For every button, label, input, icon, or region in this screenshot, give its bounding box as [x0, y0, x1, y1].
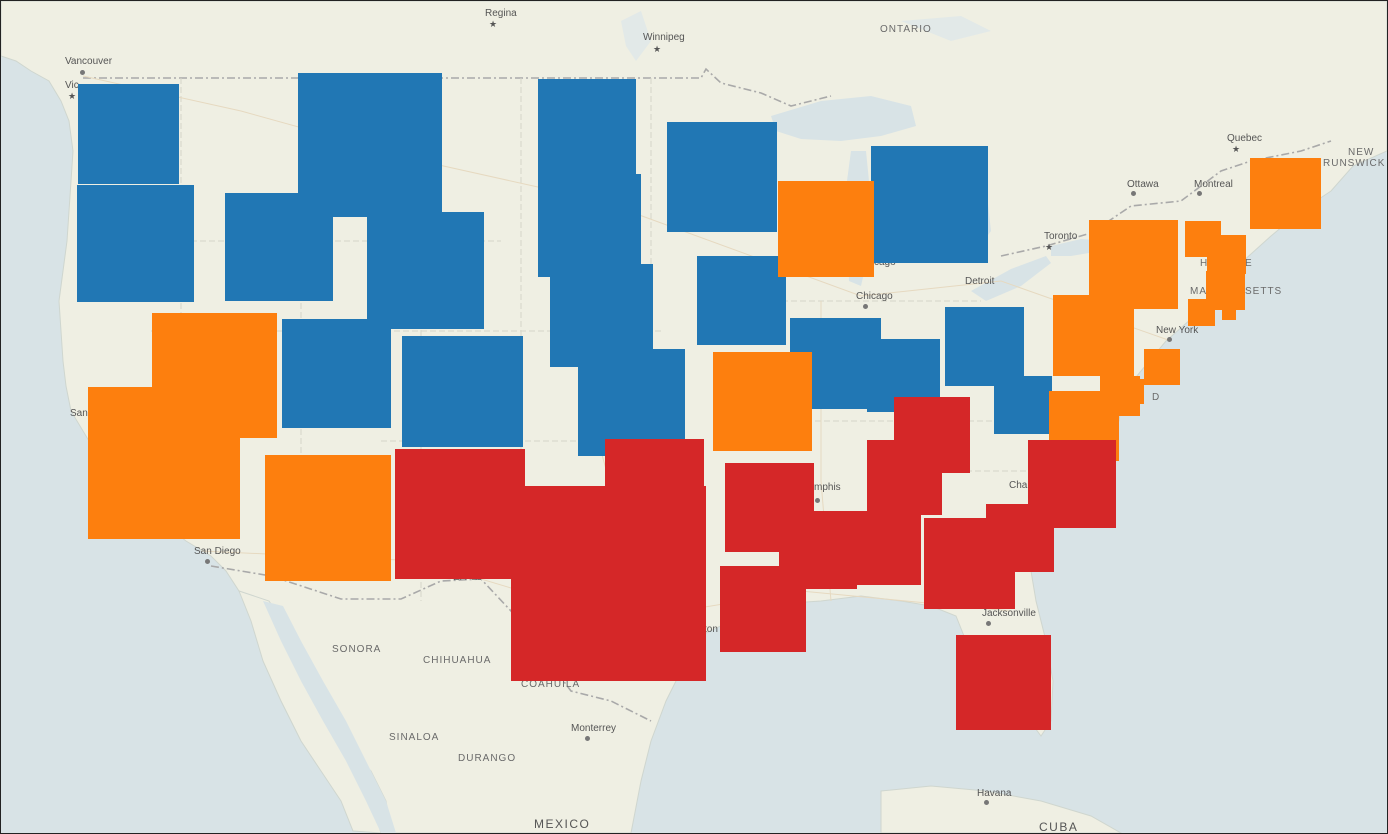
label-chicago: Chicago — [856, 291, 893, 302]
state-square-ks[interactable] — [578, 349, 685, 456]
state-square-wv[interactable] — [994, 376, 1052, 434]
state-square-pa[interactable] — [1053, 295, 1134, 376]
label-new-york: New York — [1156, 325, 1199, 336]
label-winnipeg: Winnipeg — [643, 32, 685, 43]
city-dot-ottawa — [1131, 191, 1136, 196]
state-square-or[interactable] — [77, 185, 194, 302]
state-square-ri[interactable] — [1222, 306, 1236, 320]
label-montreal: Montreal — [1194, 179, 1233, 190]
label-detroit: Detroit — [965, 276, 995, 287]
state-square-wa[interactable] — [78, 84, 179, 184]
city-dot-havana — [984, 800, 989, 805]
state-square-me[interactable] — [1250, 158, 1321, 229]
label-cuba: CUBA — [1039, 820, 1079, 834]
state-square-ky[interactable] — [894, 397, 970, 473]
state-square-wi[interactable] — [778, 181, 874, 277]
label-new-brunswick-2: RUNSWICK — [1323, 158, 1386, 169]
state-square-md[interactable] — [1100, 376, 1140, 416]
label-monterrey: Monterrey — [571, 723, 617, 734]
lake-superior — [771, 96, 916, 141]
label-durango: DURANGO — [458, 753, 517, 764]
state-square-mo[interactable] — [713, 352, 812, 451]
state-square-oh[interactable] — [945, 307, 1024, 386]
city-dot-montreal — [1197, 191, 1202, 196]
label-ontario: ONTARIO — [880, 24, 932, 35]
label-sonora: SONORA — [332, 644, 382, 655]
label-chihuahua: CHIHUAHUA — [423, 655, 492, 666]
state-square-az[interactable] — [265, 455, 391, 581]
label-havana: Havana — [977, 788, 1012, 799]
label-houston-partial: ton — [704, 624, 718, 635]
capital-star-victoria: ★ — [68, 91, 77, 101]
state-square-fl[interactable] — [956, 635, 1051, 730]
label-quebec: Quebec — [1227, 133, 1263, 144]
label-mexico: MEXICO — [534, 817, 591, 831]
label-ma-partial: MA — [1190, 286, 1207, 297]
city-dot-san-diego — [205, 559, 210, 564]
label-md-partial: D — [1152, 392, 1161, 403]
label-jacksonville: Jacksonville — [982, 608, 1036, 619]
label-coahuila: COAHUILA — [521, 679, 581, 690]
state-square-mt[interactable] — [298, 73, 442, 217]
lake-erie — [971, 256, 1051, 301]
state-square-ca[interactable] — [88, 387, 240, 539]
label-new-brunswick-1: NEW — [1348, 147, 1375, 158]
state-square-nm[interactable] — [395, 449, 525, 579]
state-square-ia[interactable] — [697, 256, 786, 345]
label-memphis-partial: mphis — [814, 482, 841, 493]
capital-star-regina: ★ — [489, 19, 498, 29]
state-square-ut[interactable] — [282, 319, 391, 428]
state-square-nc[interactable] — [1028, 440, 1116, 528]
capital-star-quebec: ★ — [1232, 144, 1241, 154]
state-square-al[interactable] — [847, 511, 921, 585]
state-square-wy[interactable] — [367, 212, 484, 329]
state-square-mn[interactable] — [667, 122, 777, 232]
state-square-ms[interactable] — [779, 511, 857, 589]
capital-star-toronto: ★ — [1045, 242, 1054, 252]
label-san-diego: San Diego — [194, 546, 241, 557]
label-ottawa: Ottawa — [1127, 179, 1159, 190]
state-square-sd[interactable] — [538, 174, 641, 277]
gulf-of-california — [263, 601, 396, 833]
state-square-ct[interactable] — [1188, 299, 1215, 326]
city-dot-monterrey — [585, 736, 590, 741]
city-dot-chicago — [863, 304, 868, 309]
label-charlotte-partial: Cha — [1009, 480, 1028, 491]
state-square-nj[interactable] — [1144, 349, 1180, 385]
state-square-nh[interactable] — [1207, 235, 1246, 274]
cuba-island — [880, 785, 1123, 833]
city-dot-vancouver — [80, 70, 85, 75]
label-victoria: Vic — [65, 80, 79, 91]
capital-star-winnipeg: ★ — [653, 44, 662, 54]
state-square-mi[interactable] — [871, 146, 988, 263]
label-vancouver: Vancouver — [65, 56, 113, 67]
state-square-co[interactable] — [402, 336, 523, 447]
label-sf-partial: San — [70, 408, 88, 419]
city-dot-new-york — [1167, 337, 1172, 342]
state-square-tx[interactable] — [511, 486, 706, 681]
state-square-nd[interactable] — [538, 79, 636, 177]
state-square-ny[interactable] — [1089, 220, 1178, 309]
label-ma-partial-2: SETTS — [1245, 286, 1283, 297]
label-sinaloa: SINALOA — [389, 732, 440, 743]
city-dot-jacksonville — [986, 621, 991, 626]
city-dot-memphis — [815, 498, 820, 503]
label-regina: Regina — [485, 8, 517, 19]
label-toronto: Toronto — [1044, 231, 1078, 242]
